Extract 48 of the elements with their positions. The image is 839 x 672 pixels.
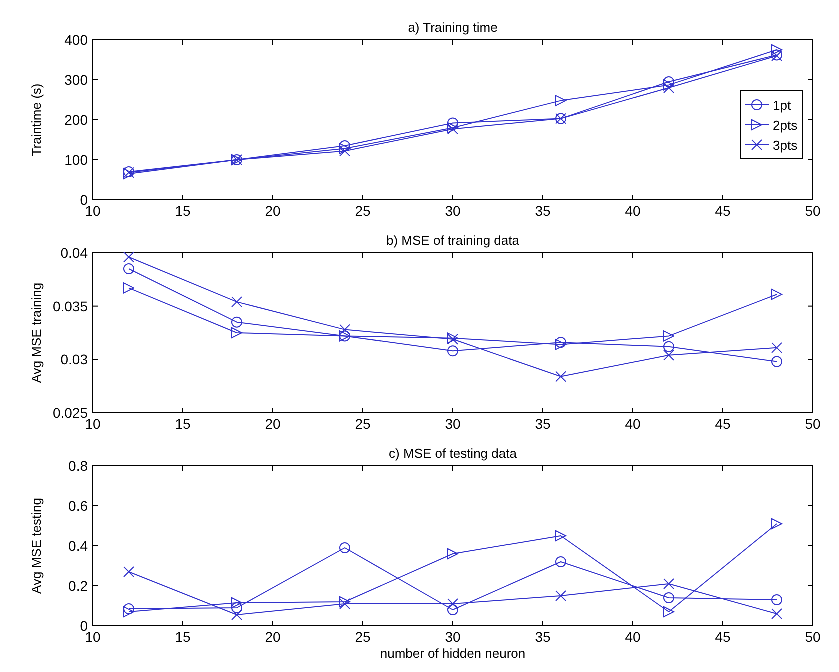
- chart-title: a) Training time: [408, 20, 498, 35]
- x-tick-label: 35: [535, 203, 551, 219]
- y-tick-label: 0.025: [52, 405, 88, 421]
- y-tick-label: 0: [80, 192, 88, 208]
- x-tick-label: 15: [175, 629, 191, 645]
- y-tick-label: 0: [80, 618, 88, 634]
- legend-label: 2pts: [773, 118, 798, 133]
- y-tick-label: 0.035: [52, 298, 88, 314]
- legend-label: 3pts: [773, 138, 798, 153]
- x-tick-label: 15: [175, 203, 191, 219]
- x-tick-label: 40: [625, 629, 641, 645]
- x-tick-label: 50: [805, 203, 821, 219]
- x-tick-label: 25: [355, 416, 371, 432]
- x-tick-label: 25: [355, 203, 371, 219]
- y-tick-label: 0.03: [60, 352, 88, 368]
- chart-title: c) MSE of testing data: [389, 446, 518, 461]
- x-tick-label: 20: [265, 203, 281, 219]
- y-tick-label: 0.6: [68, 498, 88, 514]
- x-tick-label: 40: [625, 416, 641, 432]
- x-axis-title: number of hidden neuron: [380, 646, 526, 661]
- y-tick-label: 0.8: [68, 458, 88, 474]
- x-tick-label: 45: [715, 203, 731, 219]
- y-tick-label: 0.2: [68, 578, 88, 594]
- x-tick-label: 40: [625, 203, 641, 219]
- x-tick-label: 20: [265, 629, 281, 645]
- y-tick-label: 400: [64, 32, 88, 48]
- chart-title: b) MSE of training data: [386, 233, 520, 248]
- y-tick-label: 0.4: [68, 538, 88, 554]
- x-tick-label: 50: [805, 416, 821, 432]
- y-axis-title: Avg MSE training: [29, 282, 44, 384]
- y-tick-label: 200: [64, 112, 88, 128]
- x-tick-label: 25: [355, 629, 371, 645]
- x-tick-label: 45: [715, 416, 731, 432]
- x-tick-label: 35: [535, 416, 551, 432]
- x-tick-label: 45: [715, 629, 731, 645]
- x-tick-label: 15: [175, 416, 191, 432]
- x-tick-label: 35: [535, 629, 551, 645]
- x-tick-label: 50: [805, 629, 821, 645]
- x-tick-label: 30: [445, 203, 461, 219]
- y-axis-title: Traintime (s): [29, 84, 44, 156]
- y-tick-label: 100: [64, 152, 88, 168]
- y-axis-title: Avg MSE testing: [29, 498, 44, 594]
- y-tick-label: 300: [64, 72, 88, 88]
- x-tick-label: 20: [265, 416, 281, 432]
- x-tick-label: 30: [445, 629, 461, 645]
- x-tick-label: 30: [445, 416, 461, 432]
- y-tick-label: 0.04: [60, 245, 88, 261]
- legend-label: 1pt: [773, 98, 792, 113]
